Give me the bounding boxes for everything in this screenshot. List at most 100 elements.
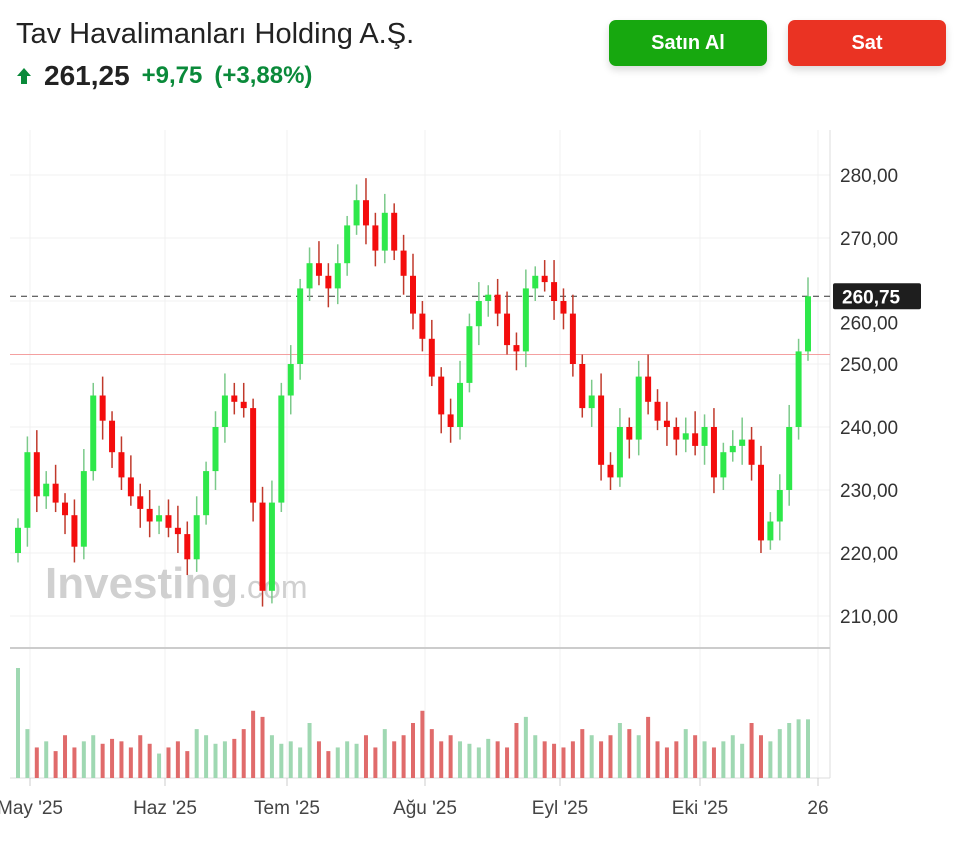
candle-up (344, 225, 351, 264)
volume-bar (279, 743, 284, 778)
x-tick-label: Eyl '25 (532, 798, 588, 819)
candle-down (174, 527, 181, 535)
volume-bar (63, 735, 68, 778)
candle-up (466, 326, 473, 383)
volume-bar (175, 741, 180, 778)
candle-up (682, 433, 689, 440)
candle-down (579, 364, 586, 409)
candle-down (52, 483, 59, 503)
candle-down (598, 395, 605, 465)
volume-bar (486, 738, 491, 778)
volume-bar (119, 741, 124, 778)
volume-bar (382, 729, 387, 778)
volume-bar (72, 747, 77, 778)
volume-bar (749, 723, 754, 778)
last-price-label: 260,75 (842, 287, 901, 308)
volume-bar (495, 741, 500, 778)
candle-up (193, 515, 200, 560)
candle-down (259, 502, 266, 591)
y-tick-label: 280,00 (840, 166, 898, 187)
candle-up (221, 395, 228, 427)
volume-bar (806, 719, 810, 778)
candle-down (137, 496, 144, 509)
volume-bar (100, 743, 105, 778)
price-row: 261,25 +9,75 (+3,88%) (16, 60, 312, 92)
volume-bar (674, 741, 679, 778)
volume-bar (363, 735, 368, 778)
candle-down (438, 376, 445, 415)
candle-up (268, 502, 275, 591)
candle-down (428, 338, 435, 377)
candle-down (118, 452, 125, 478)
volume-bar (467, 743, 472, 778)
volume-bar (326, 751, 331, 778)
volume-bar (664, 747, 669, 778)
candle-down (663, 420, 670, 427)
volume-bar (288, 741, 293, 778)
candle-up (457, 382, 464, 427)
volume-bar (138, 735, 143, 778)
candle-up (43, 483, 50, 497)
y-tick-label: 240,00 (840, 418, 898, 439)
volume-bar (514, 723, 519, 778)
volume-bar (730, 735, 735, 778)
candle-up (485, 294, 492, 301)
y-tick-label: 230,00 (840, 481, 898, 502)
price-change: +9,75 (141, 62, 203, 89)
candle-down (692, 433, 699, 446)
volume-bar (429, 729, 434, 778)
candle-up (805, 296, 811, 352)
candle-down (504, 313, 511, 346)
candle-up (522, 288, 529, 352)
candle-down (626, 427, 633, 440)
x-tick-label: 26 (807, 798, 828, 819)
x-tick-label: May '25 (0, 798, 63, 819)
candle-up (786, 427, 793, 490)
volume-bar (721, 741, 726, 778)
candle-up (475, 301, 482, 327)
volume-bar (147, 743, 152, 778)
candle-up (729, 445, 736, 453)
volume-bar (533, 735, 538, 778)
candle-up (212, 427, 219, 472)
candle-down (109, 420, 116, 453)
candle-up (616, 427, 623, 478)
volume-bar (636, 735, 641, 778)
investing-watermark: Investing.com (45, 559, 308, 608)
buy-button[interactable]: Satın Al (609, 20, 767, 66)
candle-down (673, 427, 680, 440)
volume-bar (373, 747, 378, 778)
candle-down (560, 301, 567, 314)
candle-up (24, 452, 31, 528)
candle-down (184, 534, 191, 560)
candle-up (297, 288, 304, 364)
candle-down (607, 464, 614, 478)
volume-bar (401, 735, 406, 778)
volume-bar (523, 716, 528, 778)
y-tick-label: 210,00 (840, 607, 898, 628)
candle-up (15, 527, 21, 553)
candle-down (400, 250, 407, 276)
candle-down (654, 401, 661, 421)
candle-down (127, 477, 134, 497)
volume-bar (44, 741, 49, 778)
volume-bar (420, 710, 425, 778)
volume-bar (589, 735, 594, 778)
volume-bar (16, 668, 20, 778)
volume-bar (204, 735, 209, 778)
candle-down (541, 275, 548, 283)
y-tick-label: 260,00 (840, 313, 898, 334)
volume-bar (34, 747, 39, 778)
x-tick-label: Haz '25 (133, 798, 197, 819)
price-change-percent: (+3,88%) (214, 62, 313, 89)
candle-down (165, 515, 172, 528)
candle-up (532, 275, 539, 289)
volume-bar (251, 710, 256, 778)
sell-button[interactable]: Sat (788, 20, 946, 66)
volume-bar (683, 729, 688, 778)
volume-bar (702, 741, 707, 778)
volume-bar (91, 735, 96, 778)
candle-down (325, 275, 332, 289)
candle-up (278, 395, 285, 503)
